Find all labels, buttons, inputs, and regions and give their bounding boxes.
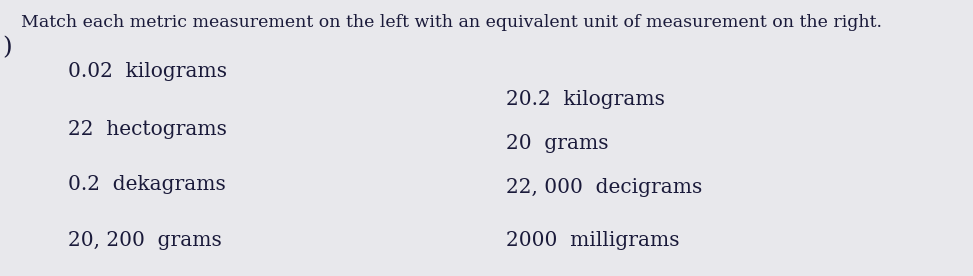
Text: 20, 200  grams: 20, 200 grams: [68, 231, 222, 250]
Text: 2000  milligrams: 2000 milligrams: [506, 231, 679, 250]
Text: ): ): [2, 36, 12, 59]
Text: Match each metric measurement on the left with an equivalent unit of measurement: Match each metric measurement on the lef…: [21, 14, 883, 31]
Text: 20  grams: 20 grams: [506, 134, 608, 153]
Text: 22, 000  decigrams: 22, 000 decigrams: [506, 178, 703, 197]
Text: 22  hectograms: 22 hectograms: [68, 120, 227, 139]
Text: 20.2  kilograms: 20.2 kilograms: [506, 90, 665, 109]
Text: 0.2  dekagrams: 0.2 dekagrams: [68, 176, 226, 194]
Text: 0.02  kilograms: 0.02 kilograms: [68, 62, 227, 81]
